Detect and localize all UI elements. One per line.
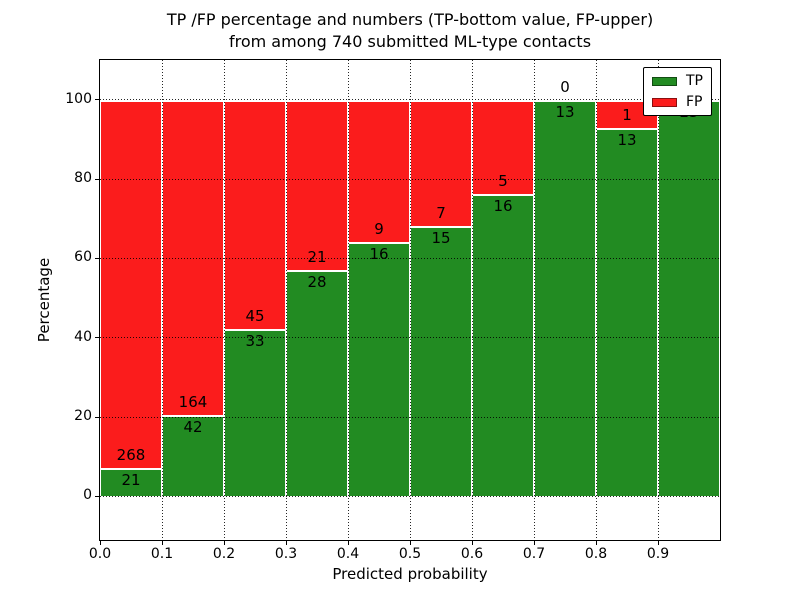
- tp-swatch-icon: [652, 76, 677, 86]
- fp-count-label: 1: [622, 106, 632, 124]
- horizontal-gridline: [100, 99, 720, 101]
- vertical-gridline: [533, 60, 535, 540]
- x-tick: [595, 541, 597, 545]
- x-tick: [471, 541, 473, 545]
- horizontal-gridline: [100, 257, 720, 259]
- bar-segment-tp: [162, 415, 224, 497]
- y-tick-label: 100: [65, 90, 92, 107]
- fp-count-label: 9: [374, 220, 384, 239]
- bar-segment-tp: [286, 269, 348, 497]
- bar-segment-fp: [286, 99, 348, 270]
- vertical-gridline: [347, 60, 349, 540]
- bar-segment-tp: [658, 99, 720, 497]
- bar-segment-fp: [348, 99, 410, 243]
- x-tick-label: 0.5: [398, 546, 422, 562]
- bar-segment-fp: [224, 99, 286, 329]
- x-tick: [657, 541, 659, 545]
- bar-segment-tp: [534, 99, 596, 497]
- bar-segment-tp: [596, 128, 658, 497]
- x-tick-label: 0.9: [646, 546, 670, 562]
- y-tick: [95, 416, 99, 418]
- x-tick: [223, 541, 225, 545]
- horizontal-gridline: [100, 337, 720, 339]
- x-tick: [285, 541, 287, 545]
- fp-count-label: 7: [436, 203, 446, 222]
- vertical-gridline: [161, 60, 163, 540]
- x-axis-label: Predicted probability: [332, 565, 488, 583]
- bar-segment-tp: [472, 194, 534, 497]
- horizontal-gridline: [100, 178, 720, 180]
- fp-swatch-icon: [652, 97, 677, 107]
- vertical-gridline: [657, 60, 659, 540]
- x-tick: [161, 541, 163, 545]
- y-tick-label: 80: [74, 170, 92, 186]
- fp-count-label: 0: [560, 77, 570, 96]
- chart-title: TP /FP percentage and numbers (TP-bottom…: [90, 9, 730, 53]
- tp-count-label: 33: [245, 331, 265, 350]
- tp-count-label: 13: [555, 102, 575, 121]
- vertical-gridline: [285, 60, 287, 540]
- tp-count-label: 16: [369, 245, 389, 264]
- x-tick-label: 0.3: [274, 546, 298, 562]
- x-tick-label: 0.0: [88, 546, 112, 562]
- legend-entry-tp: TP: [652, 73, 703, 89]
- tp-count-label: 42: [183, 418, 203, 437]
- tp-count-label: 13: [617, 131, 637, 149]
- x-tick: [347, 541, 349, 545]
- plot-area: TP FP 268 21 164 42 45 33 21 28 9 16 7 15 5 16 0 13 1 13 2…: [65, 59, 721, 562]
- y-tick: [95, 99, 99, 101]
- legend: TP FP: [643, 67, 712, 116]
- bar-segment-tp: [410, 225, 472, 497]
- legend-entry-fp: FP: [652, 94, 703, 110]
- tp-count-label: 28: [307, 272, 327, 291]
- y-tick: [95, 337, 99, 339]
- y-tick-label: 60: [74, 249, 92, 266]
- x-tick-label: 0.2: [212, 546, 236, 562]
- x-tick-label: 0.7: [522, 546, 546, 562]
- y-tick: [95, 178, 99, 180]
- x-tick-label: 0.8: [584, 546, 608, 562]
- vertical-gridline: [595, 60, 597, 540]
- legend-label-fp: FP: [686, 94, 703, 110]
- vertical-gridline: [471, 60, 473, 540]
- fp-count-label: 21: [307, 247, 327, 266]
- bar-segment-tp: [224, 328, 286, 497]
- bar-segment-tp: [348, 242, 410, 497]
- y-tick-label: 20: [74, 408, 92, 425]
- bar-segment-fp: [100, 99, 162, 468]
- y-tick-label: 0: [83, 487, 92, 504]
- horizontal-gridline: [100, 416, 720, 418]
- fp-count-label: 5: [498, 172, 508, 191]
- y-tick-label: 40: [74, 328, 92, 345]
- vertical-gridline: [409, 60, 411, 540]
- bar-segment-fp: [410, 99, 472, 226]
- bar-segment-fp: [162, 99, 224, 416]
- fp-count-label: 268: [116, 445, 146, 464]
- y-tick: [95, 257, 99, 259]
- fp-count-label: 45: [245, 306, 265, 325]
- tp-count-label: 16: [493, 197, 513, 216]
- x-tick-label: 0.1: [150, 546, 174, 562]
- tp-count-label: 21: [121, 470, 141, 489]
- legend-label-tp: TP: [686, 73, 703, 89]
- x-tick: [409, 541, 411, 545]
- x-tick-label: 0.4: [336, 546, 360, 562]
- chart-title-line1: TP /FP percentage and numbers (TP-bottom…: [166, 10, 654, 29]
- fp-count-label: 164: [178, 393, 208, 412]
- x-tick: [100, 541, 101, 545]
- y-tick: [95, 495, 99, 497]
- bar-segment-fp: [472, 99, 534, 195]
- tp-count-label: 15: [431, 228, 451, 247]
- x-tick: [533, 541, 535, 545]
- horizontal-gridline: [100, 495, 720, 497]
- x-tick-label: 0.6: [460, 546, 484, 562]
- vertical-gridline: [223, 60, 225, 540]
- bar-segment-tp: [100, 467, 162, 497]
- chart-title-line2: from among 740 submitted ML-type contact…: [228, 32, 592, 51]
